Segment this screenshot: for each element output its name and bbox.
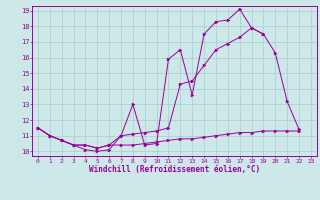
X-axis label: Windchill (Refroidissement éolien,°C): Windchill (Refroidissement éolien,°C) — [89, 165, 260, 174]
